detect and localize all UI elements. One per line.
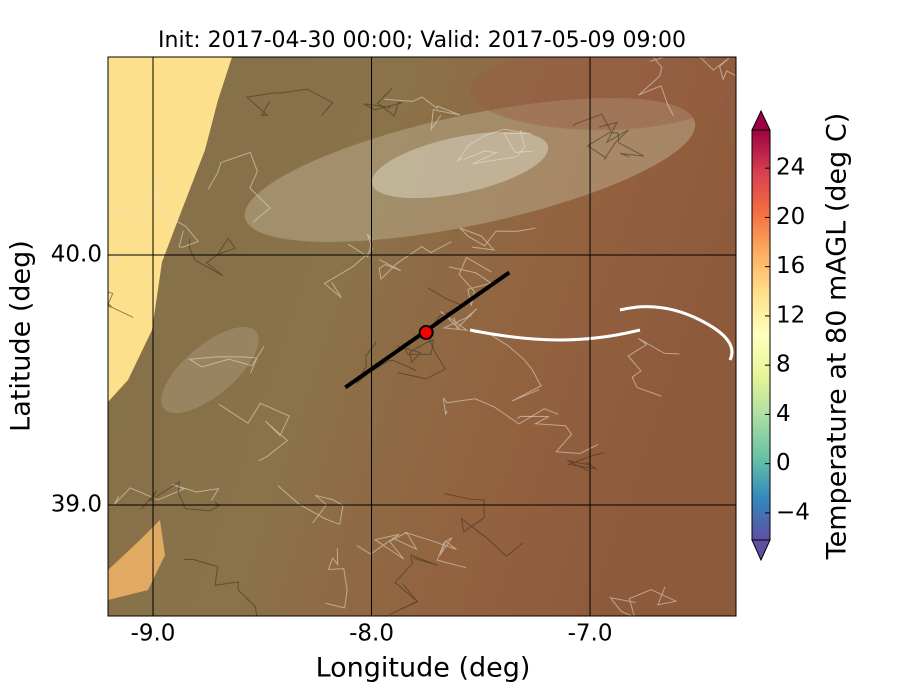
contour-line	[356, 531, 418, 560]
contour-line	[141, 480, 221, 512]
contour-line	[627, 337, 680, 397]
contour-line	[378, 241, 452, 281]
contour-line	[207, 151, 271, 223]
colorbar-extend-bottom	[751, 539, 771, 562]
contour-line	[440, 308, 478, 331]
plot-frame	[107, 56, 737, 617]
y-axis-label: Latitude (deg)	[6, 240, 37, 432]
y-tick-label: 39.0	[51, 492, 102, 518]
contour-line	[218, 402, 290, 462]
contour-line	[456, 128, 534, 163]
contour-line	[463, 130, 526, 165]
colorbar-tick-label: 8	[776, 352, 791, 378]
contour-line	[444, 493, 524, 557]
x-tick-label: -8.0	[349, 621, 394, 647]
contour-line	[325, 548, 348, 609]
contour-line	[459, 227, 536, 251]
contour-line	[566, 452, 605, 472]
colorbar-tick-label: 4	[776, 401, 791, 427]
ridge	[161, 326, 259, 414]
contour-line	[388, 554, 438, 616]
contour-line	[404, 531, 467, 569]
colorbar-tick-label: 0	[776, 450, 791, 476]
contour-line	[448, 256, 493, 307]
contour-line	[442, 397, 559, 425]
contour-line	[323, 233, 373, 299]
contours	[108, 57, 736, 616]
colorbar-tick-label: 16	[776, 253, 805, 279]
contour-line	[396, 339, 435, 364]
colorbar: −4 0 4 8 12 16 20 24	[751, 109, 810, 562]
contour-line	[517, 415, 599, 455]
contour-line	[108, 255, 118, 265]
y-tick-label: 40.0	[51, 242, 102, 268]
contour-line	[586, 121, 630, 160]
contour-line	[187, 346, 265, 374]
axes: -9.0 -8.0 -7.0 39.0 40.0	[51, 57, 736, 647]
colorbar-tick-label: −4	[776, 499, 810, 525]
colorbar-scale	[751, 129, 771, 541]
contour-line	[108, 200, 146, 221]
colorbar-tick-label: 20	[776, 204, 805, 230]
contour-line	[384, 96, 461, 132]
coast	[108, 520, 165, 600]
colorbar-label: Temperature at 80 mAGL (deg C)	[822, 113, 853, 561]
colorbar-tick-label: 12	[776, 302, 805, 328]
terrain-shade	[470, 57, 730, 130]
x-tick-label: -9.0	[131, 621, 176, 647]
contour-line	[113, 483, 220, 505]
ridge	[371, 131, 549, 199]
river	[469, 305, 734, 361]
contour-line	[189, 237, 236, 277]
contour-line	[245, 88, 334, 116]
contour-line	[145, 184, 200, 248]
contour-line	[638, 57, 674, 116]
contour-line	[572, 113, 644, 158]
colorbar-tick-label: 24	[776, 155, 805, 181]
colorbar-extend-top	[751, 109, 771, 131]
contour-line	[473, 331, 543, 402]
contour-line	[183, 559, 258, 616]
chart-title: Init: 2017-04-30 00:00; Valid: 2017-05-0…	[158, 28, 686, 53]
contour-line	[363, 88, 403, 117]
x-tick-label: -7.0	[568, 621, 613, 647]
location-point	[418, 325, 434, 340]
contour-line	[609, 586, 678, 616]
coast	[108, 57, 232, 402]
x-axis-label: Longitude (deg)	[316, 653, 531, 684]
map-area	[108, 57, 736, 616]
